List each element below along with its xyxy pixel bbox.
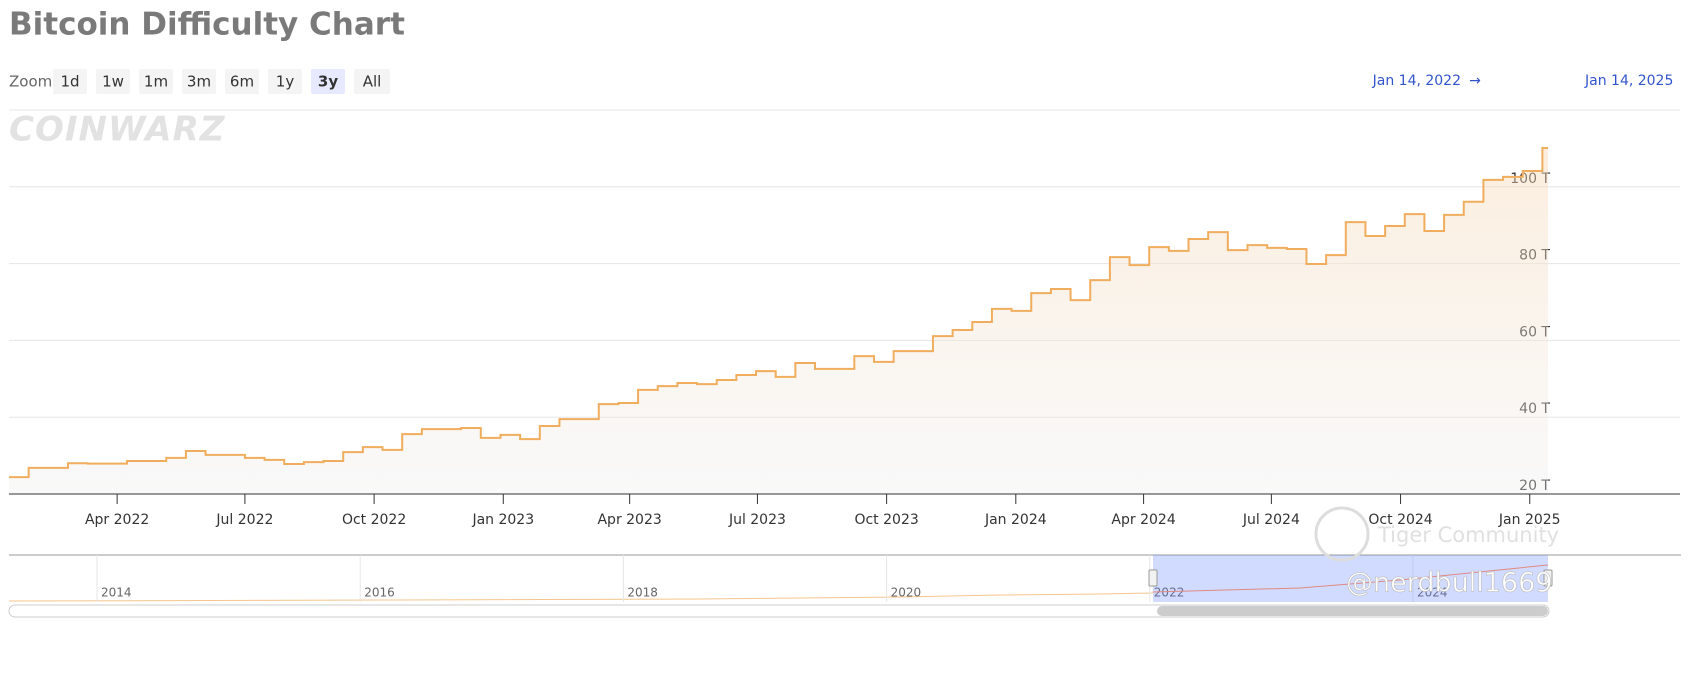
zoom-button-label[interactable]: 3y (318, 73, 338, 91)
zoom-button-label[interactable]: 1d (60, 73, 79, 91)
zoom-label: Zoom (9, 73, 52, 91)
x-tick-label: Jan 2024 (984, 512, 1047, 528)
navigator-selected-line (1152, 564, 1549, 593)
watermark-icon (1314, 506, 1370, 562)
area (9, 148, 1548, 495)
watermark: Tiger Community (1377, 523, 1559, 547)
chart-title: Bitcoin Difficulty Chart (9, 7, 405, 43)
zoom-button[interactable] (354, 69, 390, 94)
logo-watermark: COINWARZ (9, 110, 226, 150)
x-tick-label: Jul 2022 (215, 512, 273, 528)
range-to[interactable]: Jan 14, 2025 (1584, 73, 1673, 89)
zoom-button-label[interactable]: 1m (144, 73, 168, 91)
x-tick-label: Apr 2022 (85, 512, 149, 528)
navigator-label: 2024 (1417, 586, 1448, 600)
zoom-button[interactable] (139, 69, 173, 94)
x-tick-label: Oct 2023 (854, 512, 918, 528)
navigator-labels: 2014 2016 2018 2020 2022 2024 (96, 555, 1448, 602)
navigator-handle[interactable] (1543, 569, 1553, 587)
navigator-label: 2014 (101, 586, 132, 600)
zoom-button[interactable] (268, 69, 302, 94)
navigator-label: 2018 (627, 586, 658, 600)
zoom-button[interactable] (53, 69, 87, 94)
zoom-button[interactable] (225, 69, 259, 94)
line (9, 147, 1548, 479)
x-tick-label: Jan 2023 (471, 512, 534, 528)
x-tick-label: Jul 2023 (728, 512, 786, 528)
x-tick-label: Jan 2025 (1498, 512, 1561, 528)
navigator-mask[interactable] (1153, 555, 1548, 602)
zoom-button[interactable] (311, 69, 345, 94)
navigator-label: 2016 (364, 586, 395, 600)
navigator[interactable] (9, 555, 1681, 602)
zoom-button-label[interactable]: 1w (102, 73, 124, 91)
range-from[interactable]: Jan 14, 2022 (1372, 73, 1461, 89)
range-arrow: → (1469, 73, 1481, 89)
x-tick-label: Oct 2022 (342, 512, 406, 528)
watermark: @nerdbull1669 (1346, 568, 1552, 599)
zoom-button-label[interactable]: 1y (276, 73, 295, 91)
x-tick-label: Oct 2024 (1368, 512, 1432, 528)
navigator-label: 2020 (891, 586, 922, 600)
navigator-line (8, 592, 1154, 602)
zoom-button[interactable] (182, 69, 216, 94)
x-tick-label: Apr 2023 (597, 512, 661, 528)
zoom-button[interactable] (96, 69, 130, 94)
zoom-button-label[interactable]: 3m (187, 73, 211, 91)
zoom-buttons: 1d 1w 1m 3m 6m 1y 3y All (53, 69, 390, 94)
x-axis: Apr 2022 Jul 2022 Oct 2022 Jan 2023 Apr 2023… (85, 494, 1561, 528)
navigator-handle[interactable] (1148, 569, 1158, 587)
scrollbar-thumb[interactable] (1157, 606, 1548, 616)
x-tick-label: Jul 2024 (1242, 512, 1300, 528)
x-tick-label: Apr 2024 (1111, 512, 1175, 528)
series (9, 147, 1548, 495)
navigator-label: 2022 (1154, 586, 1185, 600)
zoom-button-label[interactable]: 6m (230, 73, 254, 91)
zoom-button-label[interactable]: All (363, 73, 382, 91)
